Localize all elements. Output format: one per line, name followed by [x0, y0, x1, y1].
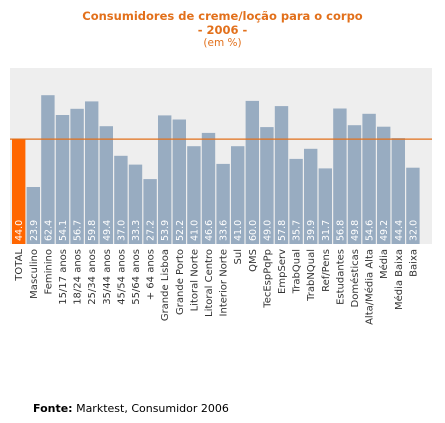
- bar-value-label: 37.0: [116, 220, 127, 241]
- bar-value-label: 49.0: [262, 220, 273, 241]
- category-label: Estudantes: [335, 249, 346, 305]
- bars-group: [12, 95, 420, 245]
- bar: [158, 115, 172, 245]
- bar-value-label: 39.9: [306, 220, 317, 241]
- category-label: Média: [378, 249, 390, 279]
- bar-value-label: 33.3: [131, 220, 142, 241]
- bar-value-label: 49.4: [102, 220, 113, 241]
- bar-value-label: 57.8: [277, 220, 288, 241]
- bar: [289, 158, 303, 244]
- chart-title-block: Consumidores de creme/loção para o corpo…: [0, 9, 445, 50]
- category-label: Ref/Pens: [321, 249, 332, 292]
- category-label: Grande Porto: [175, 249, 186, 315]
- category-label: Masculino: [29, 249, 40, 299]
- category-label: TrabQual: [292, 249, 303, 294]
- bar-value-label: 54.1: [58, 220, 69, 241]
- source-label: Fonte:: [33, 402, 73, 415]
- category-label: Alta/Média Alta: [364, 249, 376, 325]
- category-labels-group: TOTAL Masculino Feminino 15/17 anos 18/24 an…: [14, 249, 419, 325]
- source-note: Fonte: Marktest, Consumidor 2006: [33, 402, 229, 415]
- bar-value-label: 32.0: [408, 220, 419, 241]
- bar: [26, 187, 40, 244]
- bar: [114, 155, 128, 244]
- bar-value-label: 59.8: [87, 220, 98, 241]
- bar-value-label: 35.7: [292, 220, 303, 241]
- bar: [318, 168, 332, 244]
- bar: [347, 125, 362, 244]
- category-label: 35/44 anos: [102, 249, 113, 305]
- category-label: TOTAL: [14, 249, 25, 282]
- bar-value-label: 53.9: [160, 220, 171, 241]
- bar: [304, 148, 318, 244]
- category-label: Baixa: [408, 249, 419, 277]
- chart-unit: (em %): [203, 37, 242, 49]
- bar-value-label: 44.0: [14, 220, 25, 241]
- category-label: EmpServ: [277, 249, 288, 294]
- category-label: 55/64 anos: [131, 249, 142, 305]
- category-label: 18/24 anos: [73, 249, 84, 305]
- bar: [231, 146, 245, 244]
- bar: [99, 126, 113, 244]
- bar-value-label: 23.9: [29, 220, 40, 241]
- category-label: Litoral Centro: [204, 249, 215, 317]
- category-label: QMS: [248, 249, 259, 272]
- bar-value-label: 41.0: [233, 220, 244, 241]
- bar: [128, 164, 143, 244]
- bar-value-label: 49.8: [350, 220, 361, 241]
- category-label: Grande Lisboa: [160, 249, 171, 321]
- bar-value-label: 44.4: [394, 220, 405, 241]
- bar: [85, 101, 99, 245]
- bar: [41, 95, 55, 244]
- bar-value-label: 62.4: [43, 220, 54, 241]
- bar: [216, 163, 230, 244]
- bar: [274, 106, 289, 244]
- category-label: TecEspPqPp: [262, 249, 273, 309]
- bar-value-label: 46.6: [204, 220, 215, 241]
- bar-value-label: 49.2: [379, 220, 390, 241]
- value-labels-group: 44.0 23.9 62.4 54.1 56.7 59.8 49.4 37.0 33.3 27.2…: [14, 220, 419, 241]
- bar: [406, 167, 420, 244]
- bar: [143, 179, 157, 244]
- bar: [260, 127, 274, 244]
- bar-value-label: 33.6: [219, 220, 230, 241]
- bar: [187, 146, 201, 244]
- category-label: Litoral Norte: [189, 249, 200, 311]
- bar: [12, 139, 26, 244]
- source-text: Marktest, Consumidor 2006: [72, 402, 229, 415]
- category-label: Sul: [233, 249, 244, 264]
- bar-value-label: 41.0: [189, 220, 200, 241]
- bar: [55, 115, 70, 244]
- bar-value-label: 27.2: [146, 220, 157, 241]
- category-label: 25/34 anos: [87, 249, 98, 305]
- bar: [70, 108, 84, 244]
- category-label: Feminino: [43, 249, 54, 294]
- category-label: 15/17 anos: [58, 249, 69, 305]
- bar: [172, 119, 186, 244]
- category-label: Interior Norte: [219, 249, 230, 316]
- bar: [333, 108, 347, 244]
- bar-value-label: 54.6: [365, 220, 376, 241]
- bar-value-label: 56.8: [335, 220, 346, 241]
- bar: [201, 132, 216, 244]
- bar-value-label: 56.7: [73, 220, 84, 241]
- bar-value-label: 31.7: [321, 220, 332, 241]
- category-label: TrabNQual: [306, 249, 317, 302]
- bar-value-label: 52.2: [175, 220, 186, 241]
- category-label: 45/54 anos: [116, 249, 127, 305]
- category-label: Média Baixa: [393, 249, 405, 310]
- bar: [391, 138, 405, 244]
- bar: [362, 113, 376, 244]
- bar: [377, 126, 391, 244]
- bar: [245, 100, 259, 245]
- bar-value-label: 60.0: [248, 220, 259, 241]
- chart-title: Consumidores de creme/loção para o corpo: [82, 9, 363, 23]
- chart-subtitle: - 2006 -: [197, 23, 248, 37]
- category-label: Domésticas: [349, 249, 361, 307]
- category-label: + 64 anos: [146, 249, 157, 300]
